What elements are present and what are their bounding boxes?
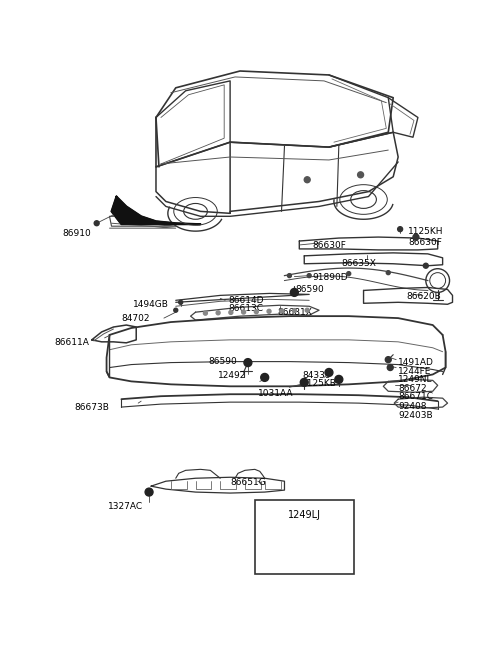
Circle shape	[358, 172, 363, 178]
Circle shape	[94, 221, 99, 226]
Text: 86590: 86590	[208, 357, 237, 365]
Text: 1491AD: 1491AD	[398, 358, 434, 367]
Circle shape	[244, 359, 252, 367]
Circle shape	[423, 263, 428, 268]
Text: 91890D: 91890D	[312, 273, 348, 281]
Text: 84702: 84702	[121, 314, 150, 323]
Text: 1494GB: 1494GB	[133, 300, 169, 310]
Circle shape	[304, 176, 310, 183]
Text: 1125KB: 1125KB	[302, 379, 337, 388]
Text: 86630F: 86630F	[408, 238, 442, 247]
Text: 86590: 86590	[295, 285, 324, 295]
Circle shape	[325, 369, 333, 377]
Circle shape	[347, 272, 351, 276]
Circle shape	[307, 274, 311, 277]
Text: 1249LJ: 1249LJ	[288, 510, 321, 520]
Text: 1244FE: 1244FE	[398, 367, 432, 375]
Circle shape	[288, 274, 291, 277]
Circle shape	[290, 289, 298, 297]
Bar	[255, 500, 354, 574]
Text: 84339: 84339	[302, 371, 331, 380]
Circle shape	[335, 375, 343, 383]
Text: 92403B: 92403B	[398, 411, 433, 420]
Text: 1327AC: 1327AC	[108, 502, 143, 511]
Circle shape	[397, 227, 403, 232]
Circle shape	[241, 310, 246, 314]
Text: 1249NL: 1249NL	[398, 375, 432, 384]
Text: 86630F: 86630F	[312, 241, 346, 250]
Circle shape	[280, 309, 284, 313]
Circle shape	[261, 373, 269, 381]
Text: 86910: 86910	[62, 229, 91, 238]
Circle shape	[300, 379, 308, 386]
Text: 86635X: 86635X	[342, 259, 377, 268]
Text: 92408: 92408	[398, 402, 427, 411]
Text: 86611A: 86611A	[54, 338, 89, 347]
Circle shape	[292, 308, 297, 312]
Text: 86671C: 86671C	[398, 392, 433, 401]
Circle shape	[305, 308, 309, 312]
Text: 86620B: 86620B	[406, 293, 441, 301]
Circle shape	[174, 308, 178, 312]
Circle shape	[386, 271, 390, 275]
Polygon shape	[111, 197, 201, 224]
Circle shape	[385, 357, 391, 363]
Circle shape	[179, 300, 183, 304]
Circle shape	[204, 311, 207, 315]
Text: 86673B: 86673B	[74, 403, 109, 412]
Text: 12492: 12492	[218, 371, 247, 380]
Text: 86672: 86672	[398, 384, 427, 394]
Circle shape	[413, 234, 419, 240]
Circle shape	[254, 310, 258, 314]
Circle shape	[387, 365, 393, 371]
Text: 86613C: 86613C	[228, 304, 263, 314]
Text: 86651G: 86651G	[230, 478, 266, 487]
Text: 1031AA: 1031AA	[258, 389, 293, 398]
Circle shape	[229, 310, 233, 314]
Text: 86614D: 86614D	[228, 297, 264, 306]
Circle shape	[267, 310, 271, 314]
Text: 1125KH: 1125KH	[408, 227, 444, 236]
Circle shape	[216, 311, 220, 315]
Text: 86681X: 86681X	[277, 308, 312, 318]
Circle shape	[145, 488, 153, 496]
